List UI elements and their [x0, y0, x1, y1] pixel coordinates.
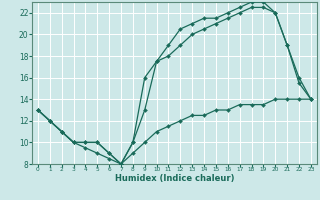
X-axis label: Humidex (Indice chaleur): Humidex (Indice chaleur) — [115, 174, 234, 183]
